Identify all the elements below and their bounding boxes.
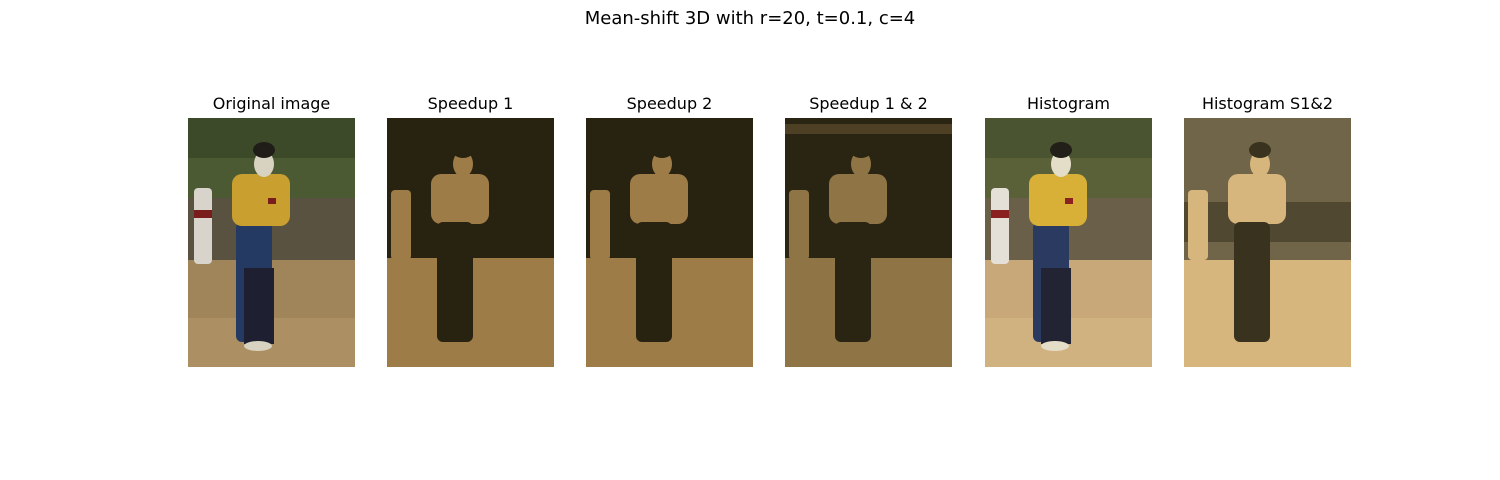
segment-side-figure [590, 190, 610, 260]
histogram-image [985, 118, 1152, 367]
red-accent [268, 198, 276, 204]
panel-title: Histogram S1&2 [1201, 94, 1334, 113]
segment-foliage-speckle [785, 124, 952, 134]
segment-robe-upper [829, 174, 887, 224]
panel-title: Speedup 1 [427, 94, 514, 113]
segment-figure-dark [1234, 222, 1270, 342]
segment-robe-upper [431, 174, 489, 224]
side-figure-accent [194, 210, 212, 218]
mask [1051, 151, 1071, 177]
side-figure [991, 188, 1009, 264]
segment-side-figure [789, 190, 809, 260]
segment-hat [651, 142, 673, 158]
segment-mask [453, 151, 473, 177]
segment-robe-upper [630, 174, 688, 224]
panel-title: Speedup 2 [626, 94, 713, 113]
figure-title: Mean-shift 3D with r=20, t=0.1, c=4 [584, 8, 916, 29]
segment-hat [452, 142, 474, 158]
robe-skirt [1041, 268, 1071, 344]
hat [253, 142, 275, 158]
segment-robe-upper [1228, 174, 1286, 224]
hat [1050, 142, 1072, 158]
feet [1041, 341, 1069, 351]
robe-upper [232, 174, 290, 226]
side-figure [194, 188, 212, 264]
segment-figure-dark [636, 222, 672, 342]
red-accent [1065, 198, 1073, 204]
histogram-s1-s2-image [1184, 118, 1351, 367]
segment-mask [1250, 151, 1270, 177]
robe-skirt [244, 268, 274, 344]
robe-upper [1029, 174, 1087, 226]
speedup-1-and-2-image [785, 118, 952, 367]
segment-figure-dark [437, 222, 473, 342]
segment-hat [850, 142, 872, 158]
panel-histogram: Histogram [985, 92, 1152, 367]
panel-original-image: Original image [188, 92, 355, 367]
segment-mask [851, 151, 871, 177]
panel-speedup-1: Speedup 1 [387, 92, 554, 367]
speedup-1-image [387, 118, 554, 367]
panel-title: Histogram [1027, 94, 1110, 113]
segment-side-figure [391, 190, 411, 260]
mask [254, 151, 274, 177]
segment-side-figure [1188, 190, 1208, 260]
segment-figure-dark [835, 222, 871, 342]
side-figure-accent [991, 210, 1009, 218]
speedup-2-image [586, 118, 753, 367]
panel-title: Speedup 1 & 2 [809, 94, 928, 113]
panel-histogram-s1-s2: Histogram S1&2 [1184, 92, 1351, 367]
panel-title: Original image [212, 94, 331, 113]
segment-hat [1249, 142, 1271, 158]
panel-speedup-1-and-2: Speedup 1 & 2 [785, 92, 952, 367]
segment-mask [652, 151, 672, 177]
original-image [188, 118, 355, 367]
feet [244, 341, 272, 351]
panel-speedup-2: Speedup 2 [586, 92, 753, 367]
